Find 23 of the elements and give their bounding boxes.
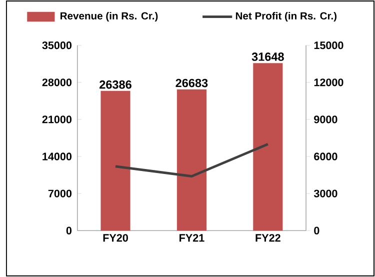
y-tick-label: 14000 [42,152,72,160]
y2-tick-label: 9000 [314,116,338,124]
x-tick-label: FY21 [180,234,204,242]
data-label: 31648 [252,52,284,61]
legend-label: Revenue (in Rs. Cr.) [60,12,158,22]
bar [253,63,283,231]
y2-tick-label: 12000 [314,78,344,86]
y2-tick-label: 6000 [314,152,338,160]
data-label: 26683 [176,78,208,88]
y-tick-label: 21000 [42,116,72,124]
x-tick-label: FY20 [103,234,128,242]
bar [100,90,130,231]
y-tick-label: 35000 [42,42,72,50]
data-label: 26386 [100,80,132,89]
y2-tick-label: 3000 [314,190,338,198]
legend-label: Net Profit (in Rs. Cr.) [236,12,336,22]
y2-tick-label: 15000 [314,42,344,50]
x-tick-label: FY22 [256,234,280,242]
y2-tick-label: 0 [314,226,320,234]
y-tick-label: 0 [66,226,72,234]
y-tick-label: 28000 [42,78,72,86]
y-tick-label: 7000 [48,190,72,198]
bar [176,89,206,231]
